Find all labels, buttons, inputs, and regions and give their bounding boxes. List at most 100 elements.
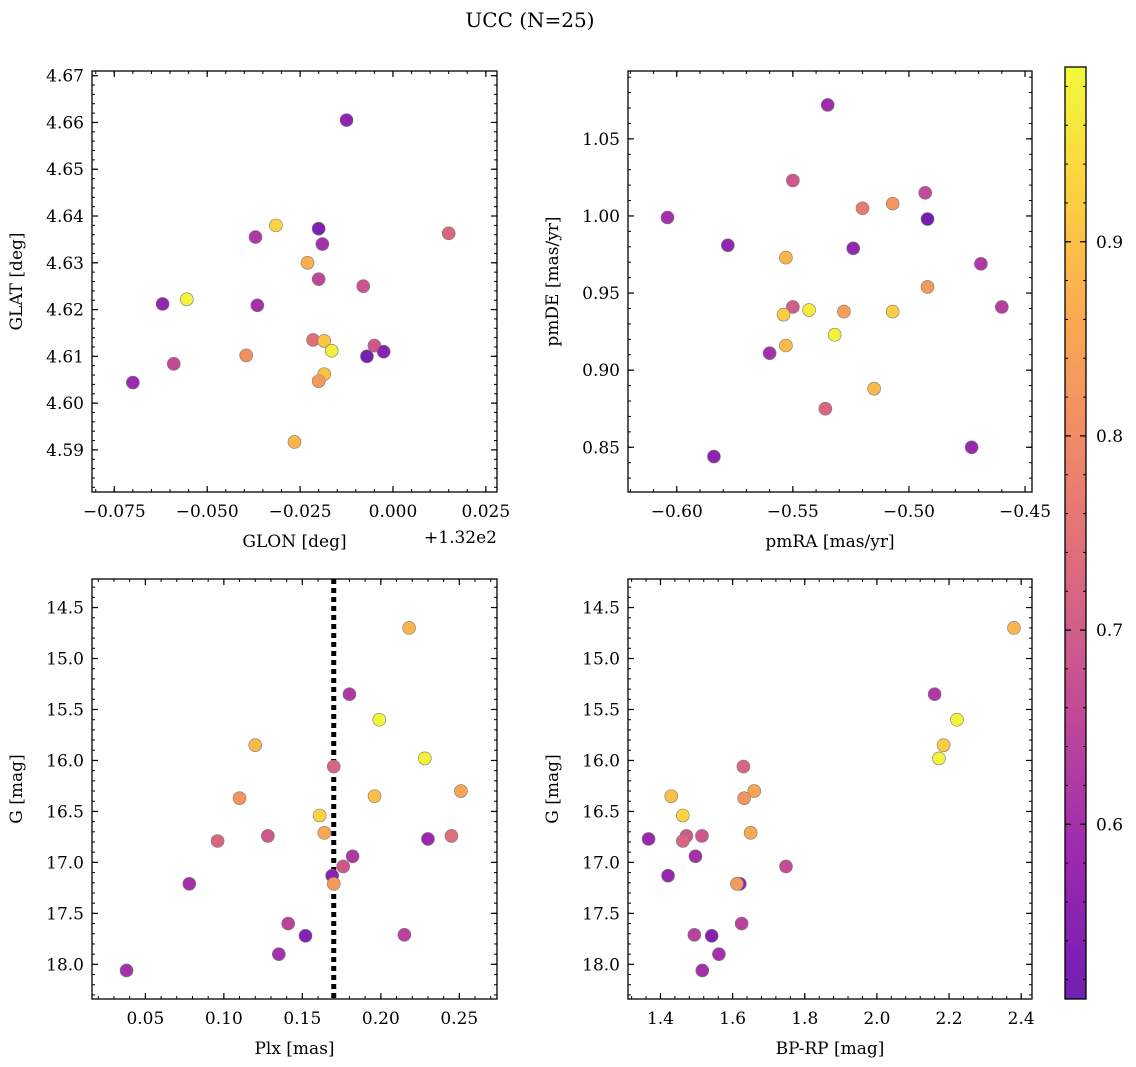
data-point (345, 849, 360, 864)
data-point (239, 348, 253, 363)
figure-title: UCC (N=25) (465, 8, 594, 32)
data-point (182, 877, 197, 891)
data-point (326, 759, 341, 774)
y-tick-label: 17.5 (582, 904, 620, 924)
data-point (402, 621, 416, 635)
y-tick-label: 0.90 (582, 361, 620, 381)
x-axis-label: pmRA [mas/yr] (765, 532, 894, 552)
data-point (855, 201, 870, 216)
y-tick-label: 17.0 (582, 853, 620, 873)
panel-top-right: −0.60 −0.55 −0.50 −0.45 0.85 0.90 0.95 1.00 1.05… (543, 70, 1051, 552)
y-tick-label: 4.62 (46, 301, 84, 321)
x-tick-label: 2.2 (936, 1009, 963, 1029)
y-tick-label: 4.60 (46, 394, 84, 414)
x-tick-label: −0.55 (767, 502, 819, 522)
x-axis-label: Plx [mas] (254, 1039, 334, 1059)
data-point (837, 304, 851, 319)
data-point (661, 868, 675, 883)
data-point (326, 877, 341, 891)
data-point (342, 687, 357, 701)
scatter-points (660, 98, 1009, 464)
data-point (356, 279, 371, 293)
x-tick-label: 0.10 (205, 1009, 243, 1029)
panel-bottom-left: 0.05 0.10 0.15 0.20 0.25 14.5 15.0 15.5 16.0 16.5… (7, 578, 498, 1059)
y-axis-label: pmDE [mas/yr] (543, 216, 563, 346)
data-point (179, 292, 194, 307)
x-tick-label: 1.8 (791, 1009, 818, 1029)
data-point (311, 272, 326, 286)
data-point (885, 196, 900, 211)
data-point (721, 238, 735, 253)
data-point (704, 928, 719, 943)
x-tick-label: 0.20 (362, 1009, 400, 1029)
y-axis-label: GLAT [deg] (7, 232, 27, 330)
x-tick-label: 1.4 (647, 1009, 674, 1029)
data-point (155, 297, 170, 311)
data-point (444, 829, 459, 843)
data-point (688, 849, 703, 864)
data-point (287, 435, 302, 449)
data-point (261, 829, 275, 843)
data-point (743, 826, 758, 840)
data-point (776, 307, 791, 322)
colorbar-gradient (1065, 67, 1086, 999)
data-point (779, 338, 793, 353)
panel-bottom-right: 1.4 1.6 1.8 2.0 2.2 2.4 14.5 15.0 15.5 16.0 16.5 17… (543, 578, 1035, 1059)
x-tick-label: 0.025 (462, 502, 511, 522)
x-tick-label: 2.0 (863, 1009, 890, 1029)
y-tick-label: 15.5 (46, 700, 84, 720)
y-tick-label: 4.66 (46, 113, 84, 133)
y-tick-label: 1.05 (582, 130, 620, 150)
colorbar-tick-label: 0.8 (1096, 427, 1123, 447)
data-point (802, 303, 816, 317)
y-tick-label: 14.5 (46, 599, 84, 619)
data-point (846, 241, 861, 256)
data-point (936, 738, 951, 752)
axes-frame (91, 70, 498, 493)
data-point (920, 280, 935, 294)
axes-frame (627, 70, 1033, 493)
data-point (820, 98, 835, 112)
y-axis-label: G [mag] (543, 754, 563, 823)
x-axis-label: GLON [deg] (242, 532, 346, 552)
data-point (317, 334, 332, 348)
data-point (695, 829, 709, 843)
x-axis-label: BP-RP [mag] (776, 1039, 885, 1059)
data-point (269, 218, 283, 233)
y-tick-label: 0.85 (582, 438, 620, 458)
data-point (311, 374, 326, 388)
colorbar-tick-label: 0.9 (1096, 233, 1123, 253)
data-point (676, 834, 690, 848)
x-tick-label: 0.05 (126, 1009, 164, 1029)
y-tick-label: 4.65 (46, 160, 84, 180)
data-point (779, 859, 793, 874)
data-point (734, 916, 749, 931)
colorbar-tick-label: 0.6 (1096, 815, 1123, 835)
data-point (867, 381, 881, 396)
y-tick-label: 18.0 (46, 955, 84, 975)
scatter-points (126, 113, 456, 449)
data-point (786, 300, 800, 314)
y-tick-label: 15.0 (582, 650, 620, 670)
data-point (786, 173, 800, 188)
x-tick-label: 1.6 (719, 1009, 746, 1029)
y-tick-label: 16.5 (582, 802, 620, 822)
data-point (995, 300, 1009, 314)
data-point (974, 256, 988, 271)
x-tick-label: 0.15 (283, 1009, 321, 1029)
y-tick-label: 17.5 (46, 904, 84, 924)
y-tick-label: 4.64 (46, 207, 84, 227)
data-point (747, 784, 762, 798)
data-point (119, 963, 134, 978)
y-axis-label: G [mag] (7, 754, 27, 823)
data-point (762, 346, 777, 361)
x-tick-label: −0.45 (999, 502, 1051, 522)
y-tick-label: 4.63 (46, 254, 84, 274)
scatter-points (641, 621, 1021, 978)
data-point (376, 344, 391, 359)
data-point (641, 832, 656, 846)
x-tick-label: −0.075 (83, 502, 146, 522)
data-point (317, 826, 332, 840)
data-point (712, 947, 726, 961)
data-point (695, 963, 710, 978)
